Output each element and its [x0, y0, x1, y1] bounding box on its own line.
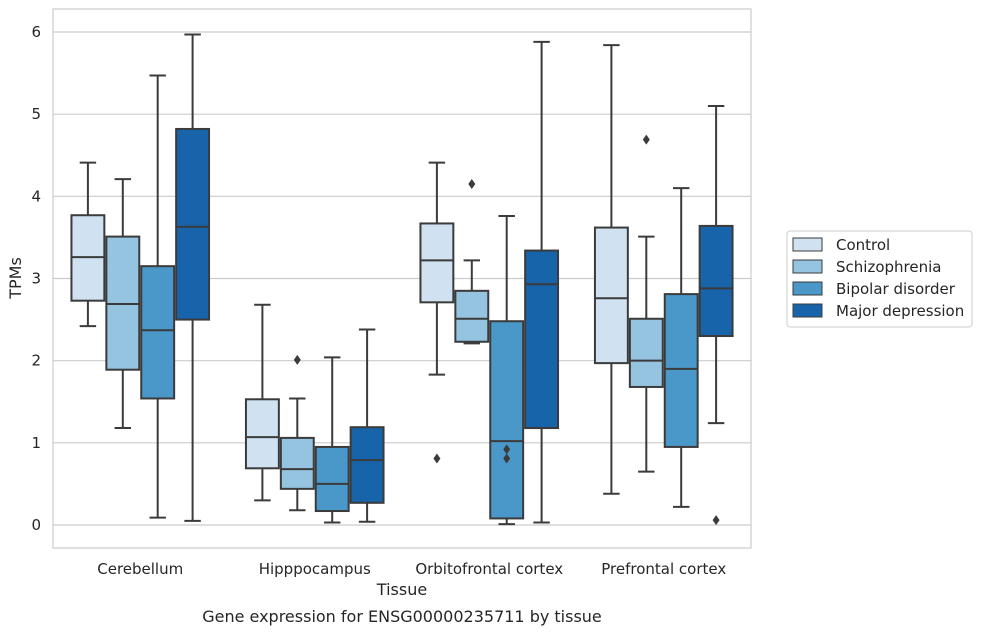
y-tick-labels: 0 1 2 3 4 5 6	[31, 23, 41, 534]
figure-caption: Gene expression for ENSG00000235711 by t…	[202, 607, 602, 626]
y-tick-label: 6	[31, 23, 41, 41]
box	[663, 293, 699, 448]
outlier-point	[712, 515, 720, 526]
legend-label: Schizophrenia	[836, 258, 941, 276]
legend-swatch	[792, 259, 823, 274]
x-tick-label: Cerebellum	[97, 560, 183, 578]
box	[175, 127, 211, 321]
y-tick-label: 5	[31, 105, 41, 123]
x-tick-label: Prefrontal cortex	[601, 560, 726, 578]
legend-frame	[786, 230, 973, 328]
outlier-point	[503, 453, 511, 464]
legend: Control Schizophrenia Bipolar disorder Majo…	[786, 230, 973, 328]
box	[524, 249, 560, 430]
x-axis-label: Tissue	[376, 580, 427, 599]
box-series	[70, 33, 734, 526]
box	[140, 265, 176, 400]
legend-label: Control	[836, 236, 890, 254]
legend-swatch	[792, 281, 823, 296]
x-tick-labels: Cerebellum Hipppocampus Orbitofrontal cort…	[97, 560, 726, 578]
outlier-point	[433, 453, 441, 464]
y-axis-label: TPMs	[6, 257, 25, 300]
box	[314, 445, 350, 513]
box	[454, 289, 490, 343]
y-tick-label: 4	[31, 187, 41, 205]
y-tick-label: 0	[31, 516, 41, 534]
y-tick-label: 2	[31, 352, 41, 370]
y-tick-label: 3	[31, 270, 41, 288]
box	[244, 398, 280, 470]
grid-lines	[53, 31, 751, 526]
outlier-point	[642, 134, 650, 145]
legend-swatch	[792, 237, 823, 252]
outlier-point	[468, 179, 476, 190]
legend-label: Major depression	[836, 302, 964, 320]
y-tick-label: 1	[31, 434, 41, 452]
box	[349, 426, 385, 504]
x-tick-label: Hipppocampus	[259, 560, 371, 578]
legend-swatch	[792, 303, 823, 318]
legend-label: Bipolar disorder	[836, 280, 956, 298]
outlier-point	[503, 444, 511, 455]
box	[698, 224, 734, 338]
box	[279, 436, 315, 490]
box	[593, 226, 629, 365]
x-tick-label: Orbitofrontal cortex	[415, 560, 563, 578]
box	[489, 320, 525, 520]
box	[628, 317, 664, 388]
box	[419, 222, 455, 304]
outlier-point	[293, 354, 301, 365]
